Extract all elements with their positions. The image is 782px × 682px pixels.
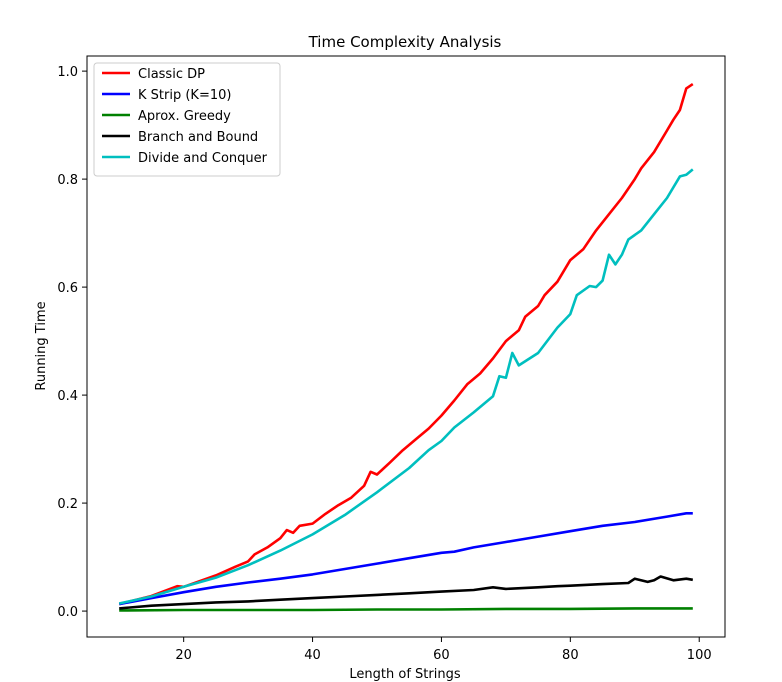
y-tick-label-1: 0.2 (57, 497, 78, 512)
legend-entry-0: Classic DP (138, 67, 205, 82)
plot-frame (86, 55, 726, 638)
axes: 20 40 60 80 100 0.0 0.2 0.4 0.6 0.8 1.0 (57, 55, 726, 663)
legend-entry-2: Aprox. Greedy (138, 109, 231, 124)
series-line-2 (119, 607, 693, 612)
y-tick-label-0: 0.0 (57, 605, 78, 620)
y-axis-label: Running Time (34, 301, 49, 390)
series-line-0 (118, 83, 694, 606)
x-tick-label-3: 80 (562, 648, 579, 663)
y-tick-label-2: 0.4 (57, 389, 78, 404)
x-tick-label-0: 20 (175, 648, 192, 663)
x-axis-label: Length of Strings (349, 667, 460, 682)
legend-entry-3: Branch and Bound (138, 130, 258, 145)
series-line-4 (118, 168, 694, 605)
x-tick-label-1: 40 (304, 648, 321, 663)
series-line-3 (119, 575, 694, 610)
legend: Classic DP K Strip (K=10) Aprox. Greedy Bra… (93, 62, 281, 177)
series-line-1 (118, 511, 693, 606)
plot-area (118, 83, 694, 612)
y-tick-label-5: 1.0 (57, 65, 78, 80)
chart-title: Time Complexity Analysis (308, 33, 502, 51)
legend-entry-4: Divide and Conquer (138, 151, 268, 166)
x-tick-label-2: 60 (433, 648, 450, 663)
y-tick-label-3: 0.6 (57, 281, 78, 296)
legend-box (93, 62, 281, 177)
y-tick-label-4: 0.8 (57, 173, 78, 188)
legend-entry-1: K Strip (K=10) (138, 88, 231, 103)
x-tick-label-4: 100 (687, 648, 712, 663)
